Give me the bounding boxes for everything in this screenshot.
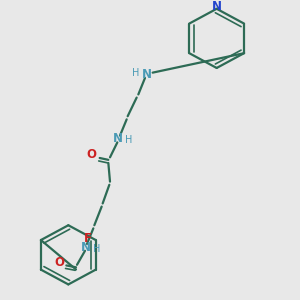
Text: N: N [212,0,222,13]
Text: F: F [83,232,92,245]
Text: H: H [93,244,101,254]
Text: O: O [54,256,64,269]
Text: H: H [125,135,133,145]
Text: N: N [142,68,152,81]
Text: O: O [87,148,97,161]
Text: H: H [132,68,140,78]
Text: N: N [81,241,91,254]
Text: N: N [113,132,123,145]
